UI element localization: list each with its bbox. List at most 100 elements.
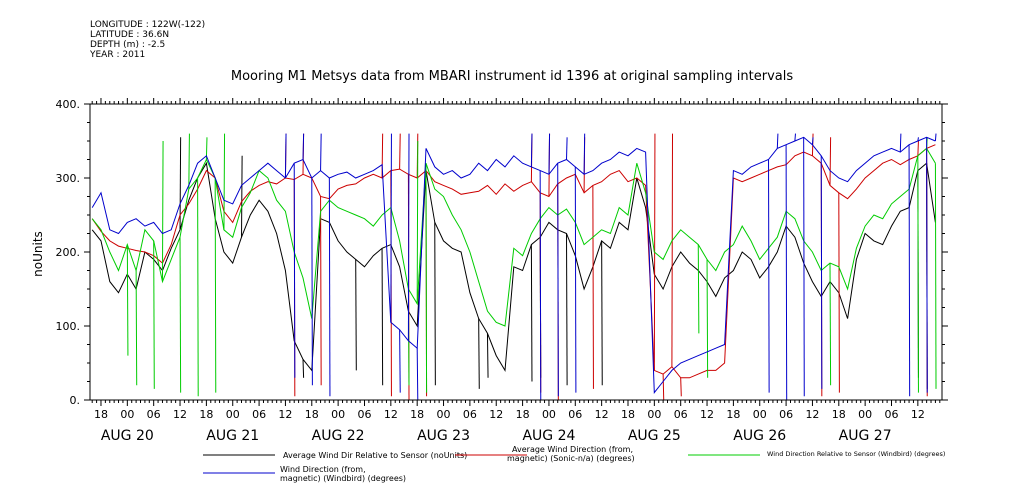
series-4-spike [416, 348, 419, 401]
series-2-spike [592, 185, 594, 389]
series-3-spike [135, 270, 138, 386]
legend-label: Wind Direction Relative to Sensor (Windb… [767, 450, 945, 458]
x-day-label: AUG 24 [522, 428, 575, 444]
series-3-spike [214, 177, 217, 393]
x-day-label: AUG 25 [628, 428, 681, 444]
legend-item-3: Wind Direction Relative to Sensor (Windb… [688, 450, 945, 458]
legend-item-4: Wind Direction (from, magnetic) (Windbird… [203, 465, 406, 483]
legend-item-2: Average Wind Direction (from, magnetic) (… [455, 445, 635, 463]
year-label: YEAR : 2011 [90, 50, 146, 60]
x-tick-label: 12 [489, 408, 503, 421]
x-tick-label: 06 [779, 408, 793, 421]
x-tick-label: 00 [437, 408, 451, 421]
series-4-spike [302, 133, 305, 160]
series-3-spike [425, 163, 428, 393]
chart-title: Mooring M1 Metsys data from MBARI instru… [231, 69, 793, 84]
series-2-spike [680, 377, 682, 397]
x-tick-label: 12 [700, 408, 714, 421]
series-4-spike [566, 137, 568, 160]
x-tick-label: 06 [674, 408, 688, 421]
series-3-spike [697, 244, 700, 334]
legend-item-1: Average Wind Dir Relative to Sensor (noU… [203, 451, 467, 460]
series-3 [91, 133, 937, 397]
series-1-spike [302, 359, 305, 378]
y-tick-label: 400. [56, 98, 81, 111]
series-4-spike [583, 133, 586, 175]
series-4-spike [934, 133, 937, 142]
x-day-label: AUG 22 [312, 428, 365, 444]
series-2-spike [399, 133, 401, 170]
series-4-spike [284, 133, 287, 179]
series-4-line [91, 136, 936, 394]
x-tick-label: 12 [595, 408, 609, 421]
series-1-spike [486, 333, 489, 378]
series-4-spike [803, 137, 805, 397]
series-4-spike [908, 144, 911, 397]
x-tick-label: 18 [621, 408, 635, 421]
series-2-line [91, 144, 936, 379]
series-3-spike [161, 140, 164, 282]
latitude-label: LATITUDE : 36.6N [90, 30, 170, 40]
series-3-spike [917, 155, 919, 393]
series-4-spike [548, 133, 551, 175]
x-tick-label: 12 [384, 408, 398, 421]
x-day-label: AUG 20 [101, 428, 154, 444]
x-tick-label: 18 [199, 408, 213, 421]
x-tick-label: 18 [410, 408, 424, 421]
series-4-spike [399, 329, 401, 393]
y-tick-label: 100. [56, 320, 81, 333]
x-tick-label: 00 [120, 408, 134, 421]
plot-frame [89, 103, 943, 401]
x-tick-label: 00 [331, 408, 345, 421]
x-tick-label: 00 [858, 408, 872, 421]
x-tick-label: 18 [305, 408, 319, 421]
series-3-line [91, 147, 936, 327]
series-layer [91, 133, 937, 401]
x-tick-label: 18 [94, 408, 108, 421]
x-tick-label: 12 [805, 408, 819, 421]
series-4-spike [328, 177, 331, 397]
series-4-spike [820, 155, 823, 389]
series-3-spike [197, 177, 199, 397]
series-4-spike [926, 137, 928, 393]
series-2-spike [662, 374, 665, 401]
depth-label: DEPTH (m) : -2.5 [90, 40, 166, 50]
series-4-spike [293, 163, 296, 378]
x-tick-label: 00 [753, 408, 767, 421]
x-tick-label: 12 [278, 408, 292, 421]
x-tick-label: 12 [911, 408, 925, 421]
series-1-spike [566, 233, 568, 386]
series-4-spike [811, 137, 814, 145]
longitude-label: LONGITUDE : 122W(-122) [90, 20, 206, 30]
y-tick-label: 0. [70, 394, 81, 407]
series-3-spike [188, 133, 190, 190]
series-4-spike [320, 133, 322, 171]
x-day-label: AUG 27 [839, 428, 892, 444]
x-tick-label: 06 [884, 408, 898, 421]
x-tick-label: 18 [516, 408, 530, 421]
x-tick-label: 06 [357, 408, 371, 421]
legend-label: Average Wind Dir Relative to Sensor (noU… [283, 451, 467, 460]
series-1-spike [355, 259, 357, 371]
series-1-spike [601, 240, 603, 386]
series-3-spike [153, 240, 155, 389]
series-1-spike [478, 318, 480, 389]
legend-label-line: magnetic) (Sonic-n/a) (degrees) [507, 454, 635, 463]
legend-label-line: magnetic) (Windbird) (degrees) [280, 474, 406, 483]
series-3-spike [706, 259, 709, 378]
x-tick-label: 06 [147, 408, 161, 421]
series-3-spike [416, 140, 419, 304]
series-4-spike [311, 177, 313, 386]
series-2-spike [320, 196, 322, 386]
x-tick-label: 06 [252, 408, 266, 421]
legend-label: Wind Direction (from, magnetic) (Windbird… [280, 465, 406, 483]
series-1-spike [530, 244, 533, 382]
y-axis-label: noUnits [31, 231, 45, 277]
x-day-label: AUG 26 [733, 428, 786, 444]
legend-label-line: Wind Direction (from, [280, 465, 366, 474]
series-4 [91, 133, 937, 401]
series-4-spike [917, 137, 919, 142]
x-tick-label: 00 [647, 408, 661, 421]
x-tick-label: 06 [463, 408, 477, 421]
